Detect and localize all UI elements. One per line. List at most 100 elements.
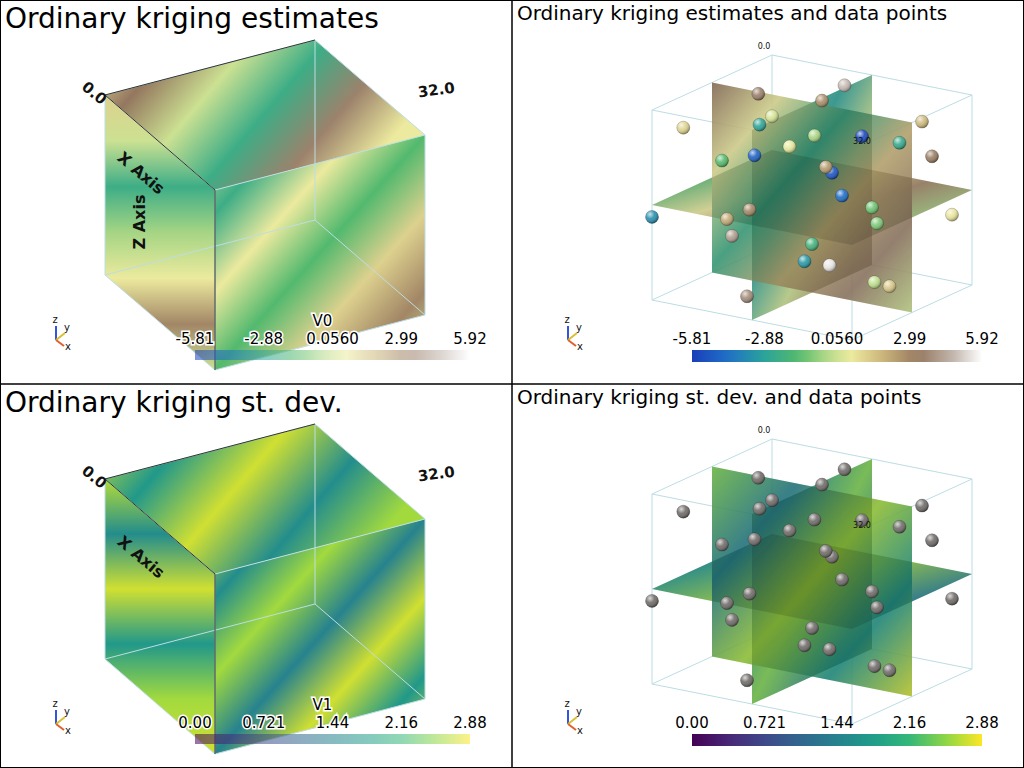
- data-point: [741, 674, 754, 687]
- point-sphere: [871, 601, 884, 614]
- point-sphere: [783, 524, 796, 537]
- volume-face: [105, 424, 425, 574]
- colorbar-tick-label: -5.81: [673, 330, 712, 348]
- point-sphere: [753, 118, 766, 131]
- data-point: [868, 276, 881, 289]
- triad-axis: [568, 717, 577, 724]
- panel-title: Ordinary kriging estimates and data poin…: [517, 1, 947, 25]
- data-point: [721, 597, 734, 610]
- point-sphere: [946, 208, 959, 221]
- scene: [646, 439, 973, 724]
- bounding-box: [425, 519, 426, 699]
- colorbar-tick-label: -2.88: [745, 330, 784, 348]
- panel-title: Ordinary kriging st. dev. and data point…: [517, 385, 921, 409]
- panel: 0.032.0Ordinary kriging estimates and da…: [517, 1, 999, 362]
- triad-axis: [56, 333, 65, 340]
- axis-title: X Axis: [114, 532, 169, 582]
- triad-axis: [567, 326, 569, 340]
- point-shading: [819, 161, 832, 174]
- data-point: [926, 150, 939, 163]
- point-sphere: [716, 538, 729, 551]
- point-sphere: [741, 674, 754, 687]
- point-shading: [926, 150, 939, 163]
- point-shading: [871, 601, 884, 614]
- triad-axis: [568, 724, 576, 730]
- point-sphere: [838, 463, 851, 476]
- axis-triad: zyx: [52, 314, 71, 352]
- axis-title: X Axis: [114, 148, 169, 198]
- point-shading: [808, 513, 821, 526]
- point-shading: [798, 255, 811, 268]
- point-shading: [646, 594, 659, 607]
- colorbar-tick-label: 2.16: [385, 714, 418, 732]
- point-shading: [646, 210, 659, 223]
- point-shading: [816, 94, 829, 107]
- axis-line: [215, 574, 216, 754]
- colorbar-tick-label: -2.88: [244, 330, 283, 348]
- point-sphere: [868, 276, 881, 289]
- triad-axis: [56, 717, 65, 724]
- point-sphere: [836, 189, 849, 202]
- colorbar-tick-label: 5.92: [965, 330, 998, 348]
- point-shading: [677, 505, 690, 518]
- data-point: [646, 594, 659, 607]
- slice-shade: [712, 467, 912, 697]
- point-sphere: [743, 203, 756, 216]
- colorbar-scale: [692, 350, 982, 362]
- bounding-box: [105, 40, 315, 95]
- data-point: [766, 110, 779, 123]
- colorbar-tick-label: 2.99: [385, 330, 418, 348]
- data-point: [677, 505, 690, 518]
- data-point: [871, 217, 884, 230]
- point-shading: [798, 639, 811, 652]
- triad-axis: [567, 710, 569, 724]
- axis-triad: zyx: [564, 698, 583, 736]
- data-point: [916, 115, 929, 128]
- point-sphere: [893, 136, 906, 149]
- bounding-box: [315, 40, 316, 220]
- colorbar-tick-label: -5.81: [176, 330, 215, 348]
- colorbar-tick-label: 0.721: [242, 714, 285, 732]
- bounding-box: [105, 479, 106, 659]
- triad-label: x: [65, 725, 71, 736]
- point-sphere: [798, 639, 811, 652]
- data-point: [838, 79, 851, 92]
- data-point: [808, 513, 821, 526]
- bounding-box: [215, 574, 216, 754]
- axis-tick-label: 0.0: [758, 42, 771, 51]
- point-sphere: [726, 229, 739, 242]
- colorbar-tick-label: 0.721: [743, 714, 786, 732]
- point-sphere: [816, 478, 829, 491]
- colorbar-tick-label: 0.0560: [306, 330, 359, 348]
- data-point: [819, 545, 832, 558]
- data-point: [721, 213, 734, 226]
- data-point: [743, 203, 756, 216]
- point-shading: [893, 136, 906, 149]
- data-point: [808, 129, 821, 142]
- data-point: [806, 622, 819, 635]
- point-sphere: [916, 115, 929, 128]
- point-shading: [838, 463, 851, 476]
- bounding-box: [105, 424, 315, 479]
- point-shading: [838, 79, 851, 92]
- data-point: [741, 290, 754, 303]
- colorbar: -5.81-2.880.05602.995.92: [673, 330, 999, 362]
- axis-tick-label: 32.0: [853, 521, 871, 530]
- colorbar-tick-label: 0.00: [675, 714, 708, 732]
- point-sphere: [808, 513, 821, 526]
- point-sphere: [926, 534, 939, 547]
- axis-triad: zyx: [52, 698, 71, 736]
- colorbar-tick-label: 2.88: [453, 714, 486, 732]
- triad-label: y: [576, 322, 582, 333]
- point-sphere: [646, 210, 659, 223]
- bounding-box: [215, 519, 425, 574]
- triad-axis: [568, 333, 577, 340]
- colorbar-scale: [195, 350, 470, 360]
- point-sphere: [748, 533, 761, 546]
- colorbar: -5.81-2.880.05602.995.92V0: [176, 312, 487, 360]
- point-shading: [753, 502, 766, 515]
- data-point: [783, 140, 796, 153]
- data-point: [893, 520, 906, 533]
- colorbar-tick-label: 5.92: [453, 330, 486, 348]
- triad-axis: [56, 724, 64, 730]
